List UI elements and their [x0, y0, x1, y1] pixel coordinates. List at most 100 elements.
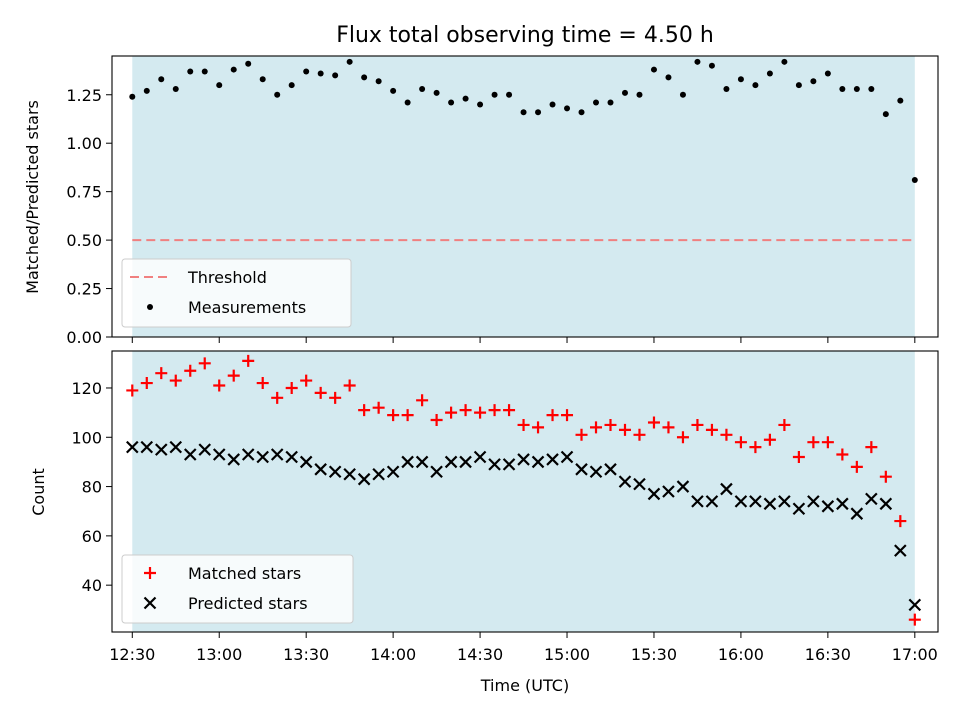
- matched-star-point: [242, 354, 255, 367]
- x-tick-label: 16:00: [718, 645, 764, 664]
- predicted-star-point: [415, 455, 429, 469]
- measurement-point: [448, 99, 455, 106]
- top-panel: 0.00 0.25 0.50 0.75 1.00 1.25 Threshold Measure…: [66, 55, 939, 347]
- predicted-star-point: [850, 507, 864, 520]
- measurement-point: [332, 72, 339, 79]
- predicted-star-point: [517, 453, 530, 466]
- predicted-star-point: [734, 495, 748, 508]
- measurement-point: [607, 99, 614, 106]
- matched-star-point: [155, 367, 168, 380]
- measurement-point: [737, 76, 744, 83]
- predicted-star-point: [459, 455, 472, 469]
- predicted-star-point: [763, 497, 777, 511]
- matched-star-point: [676, 431, 689, 444]
- predicted-star-point: [386, 465, 400, 479]
- predicted-star-point: [401, 455, 414, 469]
- predicted-star-point: [270, 448, 284, 461]
- matched-star-point: [416, 394, 429, 407]
- predicted-star-point: [256, 450, 269, 464]
- top-y-tick-label: 0.25: [66, 280, 102, 299]
- predicted-star-point: [560, 450, 574, 464]
- measurement-point: [897, 97, 904, 104]
- measurement-point: [882, 111, 889, 118]
- measurement-point: [578, 109, 585, 116]
- matched-star-point: [300, 374, 313, 387]
- predicted-star-point: [676, 480, 690, 493]
- matched-star-point: [126, 384, 139, 397]
- measurement-point: [201, 68, 208, 75]
- top-axes-frame: [111, 55, 939, 338]
- x-tick-label: 15:30: [631, 645, 677, 664]
- predicted-star-point: [647, 487, 661, 501]
- matched-star-point: [618, 423, 631, 436]
- matched-star-point: [503, 404, 516, 417]
- legend-measurement-swatch: [147, 304, 153, 310]
- x-tick-label: 17:00: [892, 645, 938, 664]
- matched-star-point: [807, 436, 820, 449]
- predicted-star-point: [807, 495, 820, 508]
- matched-star-point: [343, 379, 356, 392]
- measurement-point: [288, 82, 295, 89]
- predicted-star-point: [705, 495, 719, 508]
- predicted-star-point: [154, 443, 168, 456]
- predicted-star-point: [357, 472, 371, 486]
- predicted-star-point: [502, 458, 516, 471]
- top-y-tick-label: 0.00: [66, 328, 102, 347]
- matched-star-point: [271, 391, 284, 404]
- matched-star-point: [633, 428, 646, 441]
- predicted-star-point: [227, 453, 241, 466]
- matched-star-point: [850, 460, 863, 473]
- measurement-point: [390, 87, 397, 94]
- matched-star-point: [720, 428, 733, 441]
- predicted-star-point: [633, 477, 646, 491]
- predicted-star-point: [299, 455, 313, 469]
- predicted-star-point: [604, 463, 617, 476]
- predicted-star-point: [879, 497, 893, 511]
- top-y-axis-label: Matched/Predicted stars: [23, 100, 42, 294]
- matched-star-point: [459, 404, 472, 417]
- measurement-point: [795, 82, 802, 89]
- measurement-point: [462, 95, 469, 102]
- matched-star-point: [430, 414, 443, 427]
- predicted-star-point: [778, 495, 791, 508]
- matched-star-point: [865, 441, 878, 454]
- bottom-y-tick-label: 100: [71, 428, 102, 447]
- matched-star-point: [691, 418, 704, 431]
- matched-star-point: [198, 357, 211, 370]
- measurement-point: [172, 85, 179, 92]
- bottom-y-tick-label: 60: [82, 527, 102, 546]
- matched-star-point: [908, 613, 921, 626]
- predicted-star-point: [589, 465, 603, 479]
- measurement-point: [491, 91, 498, 98]
- measurement-point: [506, 91, 513, 98]
- x-tick-label: 14:00: [370, 645, 416, 664]
- measurement-point: [230, 66, 237, 73]
- matched-star-point: [387, 409, 400, 422]
- predicted-star-point: [662, 485, 675, 498]
- predicted-star-point: [546, 453, 559, 466]
- matched-star-point: [778, 418, 791, 431]
- x-axis-label: Time (UTC): [480, 676, 569, 695]
- measurement-point: [419, 85, 426, 92]
- measurement-point: [346, 58, 353, 65]
- predicted-star-point: [749, 495, 762, 508]
- legend-entry-label: Predicted stars: [188, 594, 308, 613]
- legend-predicted-swatch: [143, 596, 157, 610]
- matched-star-point: [879, 470, 892, 483]
- bottom-y-tick-label: 40: [82, 576, 102, 595]
- predicted-star-point: [212, 448, 226, 461]
- measurement-point: [824, 70, 831, 77]
- bottom-panel: 40 60 80 100 120 12:30 13:00 13:30 14:00 14:30 15:…: [71, 350, 939, 664]
- matched-star-point: [894, 515, 907, 528]
- predicted-star-point: [314, 463, 327, 476]
- matched-star-point: [561, 409, 574, 422]
- legend-matched-swatch: [144, 567, 156, 579]
- predicted-star-point: [894, 544, 907, 557]
- matched-star-point: [358, 404, 371, 417]
- matched-star-point: [705, 423, 718, 436]
- predicted-star-point: [430, 465, 443, 479]
- measurement-point: [187, 68, 194, 75]
- measurement-point: [274, 91, 281, 98]
- predicted-star-point: [285, 450, 298, 464]
- measurement-point: [853, 85, 860, 92]
